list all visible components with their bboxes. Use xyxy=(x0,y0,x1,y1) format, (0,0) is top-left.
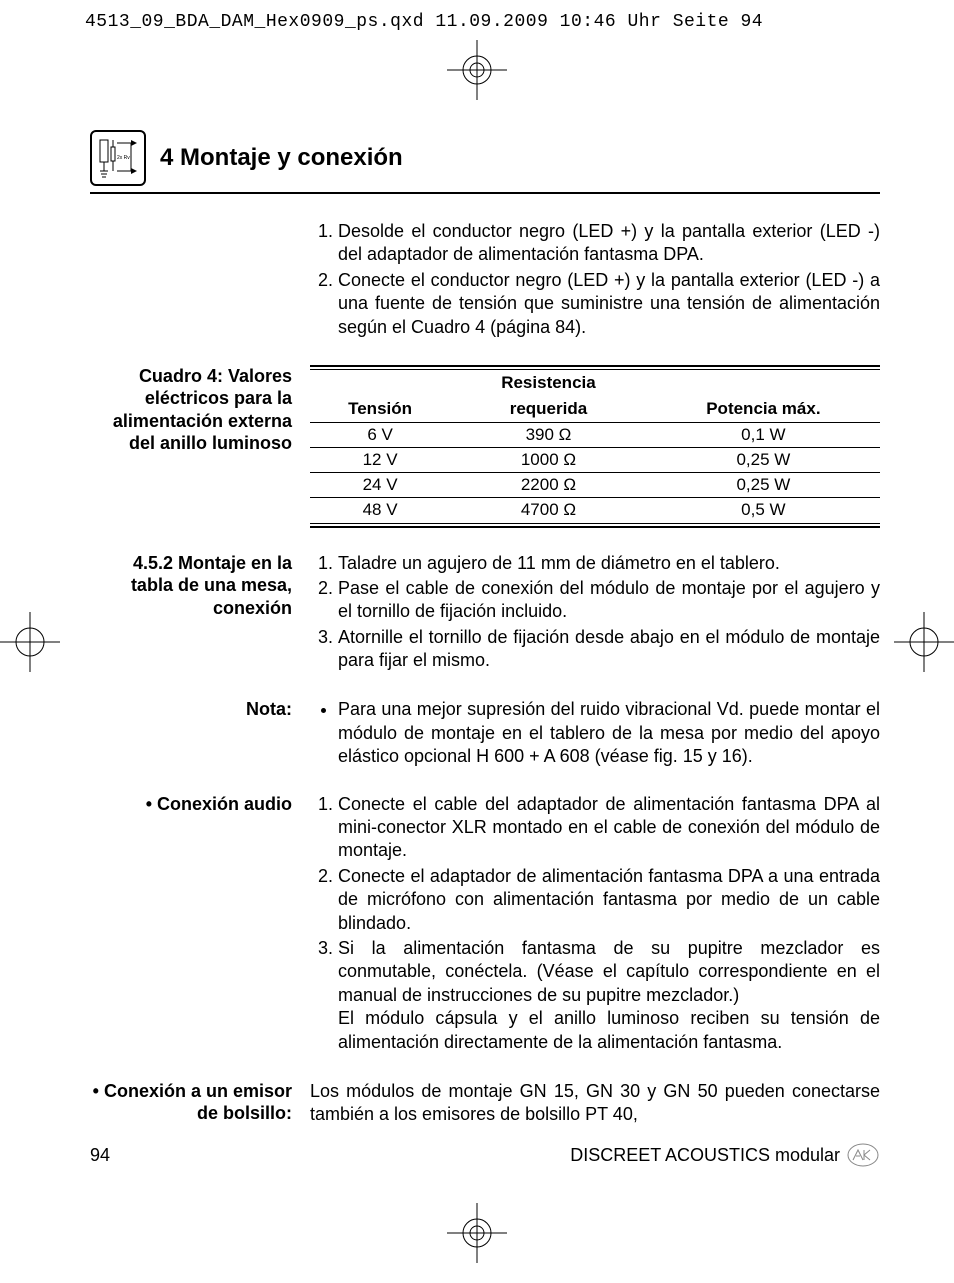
nota-block: Nota: Para una mejor supresión del ruido… xyxy=(90,698,880,768)
list-item: Conecte el conductor negro (LED +) y la … xyxy=(338,269,880,339)
conexion-emisor-block: • Conexión a un emisor de bolsillo: Los … xyxy=(90,1080,880,1127)
registration-mark-bottom xyxy=(447,1203,507,1263)
footer-brand: DISCREET ACOUSTICS modular xyxy=(570,1142,880,1168)
table-cell: 2200 Ω xyxy=(450,473,647,498)
table-cell: 6 V xyxy=(310,423,450,448)
table-cell: 390 Ω xyxy=(450,423,647,448)
list-item: Conecte el adaptador de alimentación fan… xyxy=(338,865,880,935)
page-number: 94 xyxy=(90,1145,110,1166)
page-content: 2x Rv 4 Montaje y conexión Desolde el co… xyxy=(90,130,880,1137)
table-row: 24 V2200 Ω0,25 W xyxy=(310,473,880,498)
registration-mark-top xyxy=(447,40,507,100)
electrical-values-table: Resistencia Tensión requerida Potencia m… xyxy=(310,365,880,528)
list-item: Desolde el conductor negro (LED +) y la … xyxy=(338,220,880,267)
subsection-452-steps: Taladre un agujero de 11 mm de diámetro … xyxy=(310,552,880,673)
table-row: 6 V390 Ω0,1 W xyxy=(310,423,880,448)
intro-block: Desolde el conductor negro (LED +) y la … xyxy=(90,220,880,341)
registration-mark-left xyxy=(0,612,60,672)
table-header: Resistencia xyxy=(450,369,647,396)
table-block: Cuadro 4: Valores eléctricos para la ali… xyxy=(90,365,880,528)
table-cell: 1000 Ω xyxy=(450,448,647,473)
subsection-452: 4.5.2 Montaje en la tabla de una mesa, c… xyxy=(90,552,880,675)
page-footer: 94 DISCREET ACOUSTICS modular xyxy=(90,1142,880,1168)
nota-label: Nota: xyxy=(90,698,310,768)
table-cell: 4700 Ω xyxy=(450,498,647,523)
list-item: Si la alimentación fantasma de su pupitr… xyxy=(338,937,880,1054)
conexion-audio-steps: Conecte el cable del adaptador de alimen… xyxy=(310,793,880,1054)
list-item: Taladre un agujero de 11 mm de diámetro … xyxy=(338,552,880,575)
list-item: Pase el cable de conexión del módulo de … xyxy=(338,577,880,624)
conexion-audio-label: • Conexión audio xyxy=(90,793,310,1056)
table-header xyxy=(310,369,450,396)
table-row: 48 V4700 Ω0,5 W xyxy=(310,498,880,523)
table-header: Potencia máx. xyxy=(647,396,880,423)
circuit-icon: 2x Rv xyxy=(90,130,146,186)
table-caption: Cuadro 4: Valores eléctricos para la ali… xyxy=(90,365,310,528)
intro-left-spacer xyxy=(90,220,310,341)
section-header: 2x Rv 4 Montaje y conexión xyxy=(90,130,880,194)
conexion-audio-block: • Conexión audio Conecte el cable del ad… xyxy=(90,793,880,1056)
table-row: 12 V1000 Ω0,25 W xyxy=(310,448,880,473)
section-title: 4 Montaje y conexión xyxy=(160,144,403,172)
intro-steps-list: Desolde el conductor negro (LED +) y la … xyxy=(310,220,880,339)
list-item: Para una mejor supresión del ruido vibra… xyxy=(338,698,880,768)
table-header xyxy=(647,369,880,396)
table-cell: 12 V xyxy=(310,448,450,473)
table-header: Tensión xyxy=(310,396,450,423)
svg-text:2x Rv: 2x Rv xyxy=(117,155,130,161)
nota-list: Para una mejor supresión del ruido vibra… xyxy=(310,698,880,768)
conexion-emisor-label: • Conexión a un emisor de bolsillo: xyxy=(90,1080,310,1127)
list-item: Conecte el cable del adaptador de alimen… xyxy=(338,793,880,863)
conexion-emisor-text: Los módulos de montaje GN 15, GN 30 y GN… xyxy=(310,1080,880,1127)
table-cell: 0,1 W xyxy=(647,423,880,448)
table-cell: 0,25 W xyxy=(647,473,880,498)
table-cell: 0,5 W xyxy=(647,498,880,523)
akg-logo-icon xyxy=(846,1142,880,1168)
table-cell: 48 V xyxy=(310,498,450,523)
table-cell: 0,25 W xyxy=(647,448,880,473)
footer-brand-text: DISCREET ACOUSTICS modular xyxy=(570,1145,840,1166)
list-item: Atornille el tornillo de fijación desde … xyxy=(338,626,880,673)
table-header: requerida xyxy=(450,396,647,423)
registration-mark-right xyxy=(894,612,954,672)
subsection-452-title: 4.5.2 Montaje en la tabla de una mesa, c… xyxy=(90,552,310,675)
printer-slug: 4513_09_BDA_DAM_Hex0909_ps.qxd 11.09.200… xyxy=(85,12,763,32)
table-cell: 24 V xyxy=(310,473,450,498)
